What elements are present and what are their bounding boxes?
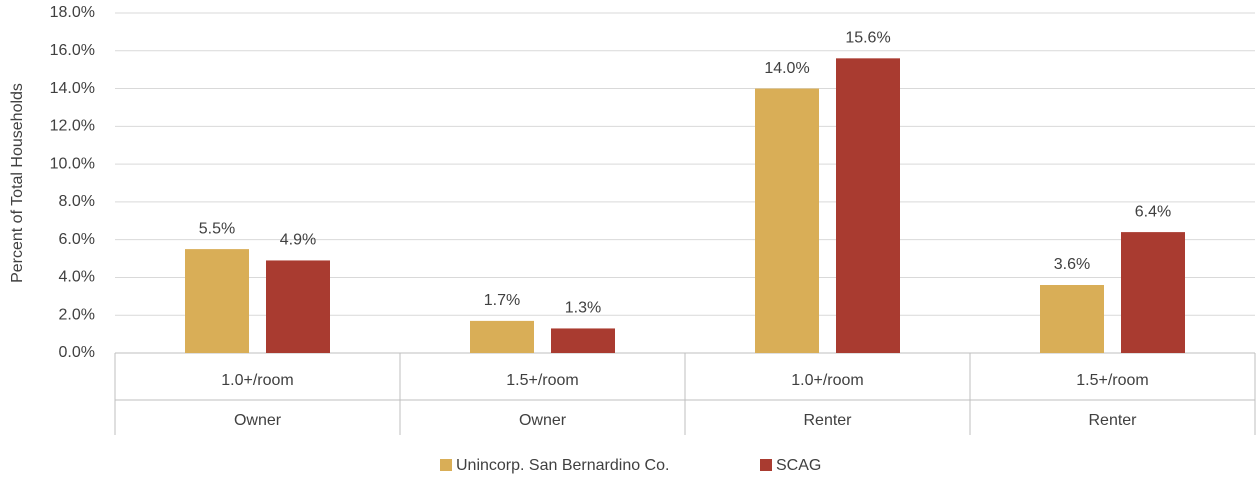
legend-swatch [440,459,452,471]
bar [551,328,615,353]
value-label: 3.6% [1054,256,1090,273]
legend-label: SCAG [776,457,821,474]
y-tick-label: 6.0% [59,231,95,248]
legend-swatch [760,459,772,471]
y-tick-label: 12.0% [50,118,95,135]
bar [266,260,330,353]
x-tick-label: 1.0+/room [791,372,863,389]
x-tick-label: 1.5+/room [1076,372,1148,389]
y-tick-label: 14.0% [50,80,95,97]
value-label: 5.5% [199,220,235,237]
x-group-label: Renter [803,412,852,429]
y-tick-label: 4.0% [59,269,95,286]
y-tick-label: 2.0% [59,306,95,323]
x-tick-label: 1.0+/room [221,372,293,389]
bar [1121,232,1185,353]
value-label: 6.4% [1135,203,1171,220]
value-label: 15.6% [845,30,890,47]
x-group-label: Owner [519,412,567,429]
y-tick-label: 16.0% [50,42,95,59]
y-tick-label: 18.0% [50,4,95,21]
y-tick-label: 8.0% [59,193,95,210]
bar [755,88,819,354]
value-label: 1.3% [565,300,601,317]
bar [185,249,249,353]
y-tick-label: 10.0% [50,155,95,172]
value-label: 1.7% [484,292,520,309]
x-tick-label: 1.5+/room [506,372,578,389]
x-group-label: Renter [1088,412,1137,429]
legend-label: Unincorp. San Bernardino Co. [456,457,669,474]
bar [470,320,534,353]
y-tick-label: 0.0% [59,344,95,361]
bar [1040,285,1104,353]
y-axis-label: Percent of Total Households [9,83,26,283]
value-label: 4.9% [280,232,316,249]
x-group-label: Owner [234,412,282,429]
bar [836,58,900,353]
value-label: 14.0% [764,60,809,77]
